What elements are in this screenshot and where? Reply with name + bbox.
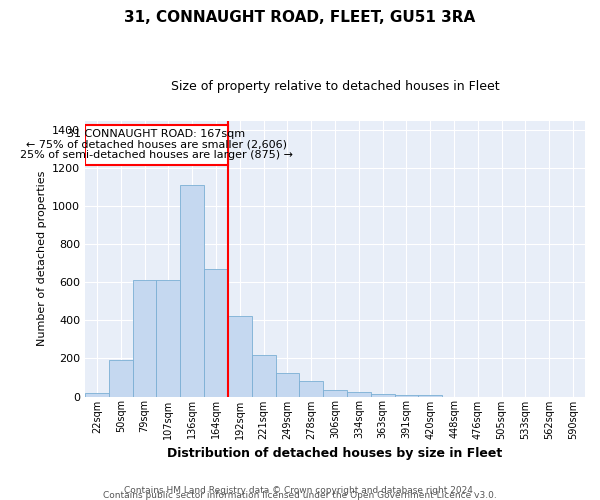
Bar bbox=[252, 354, 275, 397]
Bar bbox=[323, 390, 347, 396]
Bar bbox=[418, 395, 442, 396]
Text: 31, CONNAUGHT ROAD, FLEET, GU51 3RA: 31, CONNAUGHT ROAD, FLEET, GU51 3RA bbox=[124, 10, 476, 25]
Bar bbox=[85, 393, 109, 396]
Bar bbox=[299, 382, 323, 396]
Bar bbox=[275, 372, 299, 396]
Title: Size of property relative to detached houses in Fleet: Size of property relative to detached ho… bbox=[171, 80, 499, 93]
Bar bbox=[85, 126, 228, 166]
Bar bbox=[228, 316, 252, 396]
Text: Contains HM Land Registry data © Crown copyright and database right 2024.: Contains HM Land Registry data © Crown c… bbox=[124, 486, 476, 495]
Text: Contains public sector information licensed under the Open Government Licence v3: Contains public sector information licen… bbox=[103, 490, 497, 500]
Bar bbox=[180, 186, 204, 396]
Text: 25% of semi-detached houses are larger (875) →: 25% of semi-detached houses are larger (… bbox=[20, 150, 293, 160]
Bar bbox=[109, 360, 133, 397]
Text: 31 CONNAUGHT ROAD: 167sqm: 31 CONNAUGHT ROAD: 167sqm bbox=[67, 128, 245, 138]
Bar bbox=[204, 269, 228, 396]
Bar bbox=[347, 392, 371, 396]
Text: ← 75% of detached houses are smaller (2,606): ← 75% of detached houses are smaller (2,… bbox=[26, 140, 287, 149]
Bar bbox=[395, 395, 418, 396]
X-axis label: Distribution of detached houses by size in Fleet: Distribution of detached houses by size … bbox=[167, 447, 503, 460]
Bar bbox=[157, 280, 180, 396]
Bar bbox=[371, 394, 395, 396]
Y-axis label: Number of detached properties: Number of detached properties bbox=[37, 171, 47, 346]
Bar bbox=[133, 280, 157, 396]
